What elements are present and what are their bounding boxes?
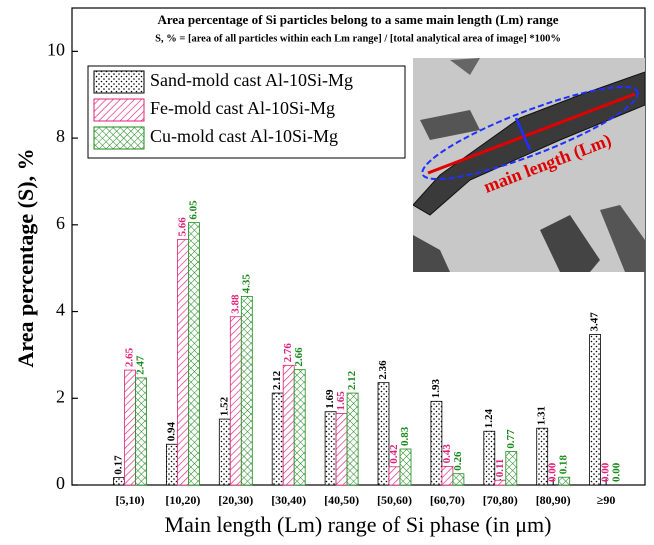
value-label: 4.35 xyxy=(240,274,252,294)
bar xyxy=(325,412,336,485)
bar xyxy=(177,240,188,485)
value-label: 1.31 xyxy=(536,406,548,425)
value-label: 0.17 xyxy=(113,455,125,475)
value-label: 1.52 xyxy=(218,396,230,416)
x-tick-label: [20,30) xyxy=(218,493,253,507)
value-label: 0.18 xyxy=(558,454,570,474)
value-label: 0.77 xyxy=(505,429,517,449)
value-label: 0.11 xyxy=(494,459,506,478)
x-tick-label: [50,60) xyxy=(377,493,412,507)
x-tick-label: ≥90 xyxy=(597,493,616,507)
value-label: 6.05 xyxy=(187,200,199,220)
legend-label: Sand-mold cast Al-10Si-Mg xyxy=(150,70,353,90)
legend-swatch xyxy=(94,71,144,93)
x-tick-label: [10,20) xyxy=(165,493,200,507)
bar xyxy=(136,378,147,485)
value-label: 0.83 xyxy=(399,426,411,446)
value-label: 2.12 xyxy=(271,370,283,390)
bar xyxy=(230,317,241,485)
bar xyxy=(559,477,570,485)
bar xyxy=(166,444,177,485)
y-tick-label: 8 xyxy=(56,126,65,146)
x-tick-label: [5,10) xyxy=(116,493,145,507)
bar xyxy=(294,370,305,485)
chart-title: Area percentage of Si particles belong t… xyxy=(157,12,558,27)
legend-swatch xyxy=(94,99,144,121)
y-tick-label: 0 xyxy=(56,473,65,493)
bar xyxy=(378,383,389,485)
value-label: 2.36 xyxy=(377,360,389,380)
bar xyxy=(272,393,283,485)
bar xyxy=(590,335,601,485)
value-label: 0.26 xyxy=(452,451,464,471)
x-tick-label: [30,40) xyxy=(271,493,306,507)
value-label: 1.93 xyxy=(430,379,442,399)
bar xyxy=(125,370,136,485)
value-label: 0.00 xyxy=(611,462,623,482)
value-label: 3.47 xyxy=(589,312,601,332)
y-tick-label: 4 xyxy=(56,300,65,320)
x-tick-label: [70,80) xyxy=(483,493,518,507)
bar xyxy=(241,296,252,485)
value-label: 1.65 xyxy=(335,391,347,411)
bar xyxy=(188,223,199,485)
legend-label: Fe-mold cast Al-10Si-Mg xyxy=(150,98,335,118)
bar xyxy=(283,365,294,485)
bar xyxy=(453,474,464,485)
bar xyxy=(114,478,125,485)
chart: Area percentage of Si particles belong t… xyxy=(0,0,654,545)
bar xyxy=(431,401,442,485)
value-label: 2.47 xyxy=(135,355,147,375)
bar xyxy=(347,393,358,485)
bar xyxy=(389,467,400,485)
y-tick-label: 2 xyxy=(56,386,65,406)
bar xyxy=(219,419,230,485)
value-label: 0.94 xyxy=(165,421,177,441)
value-label: 1.24 xyxy=(483,408,495,428)
y-axis-label: Area percentage (S), % xyxy=(13,148,38,367)
value-label: 0.42 xyxy=(388,444,400,464)
bar xyxy=(400,449,411,485)
chart-subtitle: S, % = [area of all particles within eac… xyxy=(155,33,561,44)
y-tick-label: 10 xyxy=(47,39,65,59)
x-axis-label: Main length (Lm) range of Si phase (in μ… xyxy=(165,512,552,537)
legend-swatch xyxy=(94,127,144,149)
value-label: 2.66 xyxy=(293,347,305,367)
legend-label: Cu-mold cast Al-10Si-Mg xyxy=(150,126,338,146)
x-tick-label: [60,70) xyxy=(430,493,465,507)
bar xyxy=(336,413,347,485)
bar xyxy=(495,480,506,485)
bar xyxy=(506,452,517,485)
value-label: 3.88 xyxy=(229,294,241,314)
x-tick-label: [40,50) xyxy=(324,493,359,507)
x-tick-label: [80,90) xyxy=(536,493,571,507)
value-label: 2.12 xyxy=(346,370,358,390)
y-tick-label: 6 xyxy=(56,213,65,233)
